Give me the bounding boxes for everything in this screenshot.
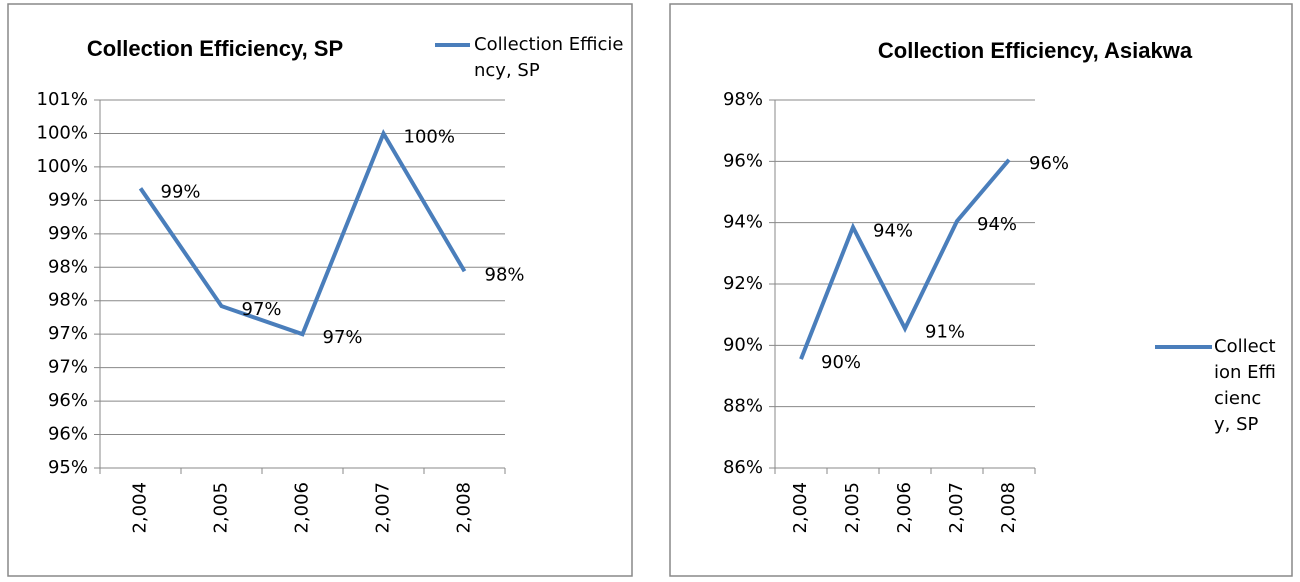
y-tick-label: 98% — [48, 256, 88, 277]
y-tick-label: 100% — [37, 122, 88, 143]
x-tick-label: 2,007 — [946, 482, 967, 534]
series-line — [138, 128, 467, 337]
data-label: 100% — [404, 126, 455, 147]
y-tick-label: 97% — [48, 323, 88, 344]
data-label: 96% — [1029, 153, 1069, 174]
y-tick-label: 100% — [37, 156, 88, 177]
y-tick-label: 96% — [723, 150, 763, 171]
series-line — [799, 158, 1011, 360]
legend-label: Collection Efficiency, SP — [474, 34, 624, 81]
x-tick-label: 2,008 — [454, 482, 475, 534]
y-tick-label: 98% — [48, 290, 88, 311]
x-tick-label: 2,006 — [894, 482, 915, 534]
data-label: 97% — [323, 327, 363, 348]
x-tick-label: 2,006 — [292, 482, 313, 534]
x-tick-label: 2,007 — [373, 482, 394, 534]
y-tick-label: 98% — [723, 89, 763, 110]
y-tick-label: 96% — [48, 424, 88, 445]
panel — [669, 3, 1293, 577]
data-label: 99% — [161, 181, 201, 202]
y-tick-label: 97% — [48, 357, 88, 378]
y-tick-label: 99% — [48, 189, 88, 210]
y-tick-label: 96% — [48, 390, 88, 411]
y-tick-label: 92% — [723, 273, 763, 294]
y-tick-label: 95% — [48, 457, 88, 478]
x-tick-label: 2,005 — [211, 482, 232, 534]
chart-title: Collection Efficiency, Asiakwa — [878, 38, 1193, 63]
x-tick-label: 2,005 — [842, 482, 863, 534]
y-tick-label: 94% — [723, 212, 763, 233]
x-tick-label: 2,008 — [998, 482, 1019, 534]
data-label: 98% — [485, 264, 525, 285]
legend-label: Collection Efficiency, SP — [1214, 336, 1276, 435]
data-label: 94% — [873, 220, 913, 241]
y-tick-label: 101% — [37, 89, 88, 110]
data-label: 91% — [925, 321, 965, 342]
y-tick-label: 88% — [723, 396, 763, 417]
data-label: 90% — [821, 352, 861, 373]
data-label: 94% — [977, 214, 1017, 235]
y-tick-label: 86% — [723, 457, 763, 478]
data-label: 97% — [242, 299, 282, 320]
x-tick-label: 2,004 — [130, 482, 151, 534]
y-tick-label: 99% — [48, 223, 88, 244]
chart-title: Collection Efficiency, SP — [87, 36, 343, 61]
y-tick-label: 90% — [723, 334, 763, 355]
x-tick-label: 2,004 — [790, 482, 811, 534]
